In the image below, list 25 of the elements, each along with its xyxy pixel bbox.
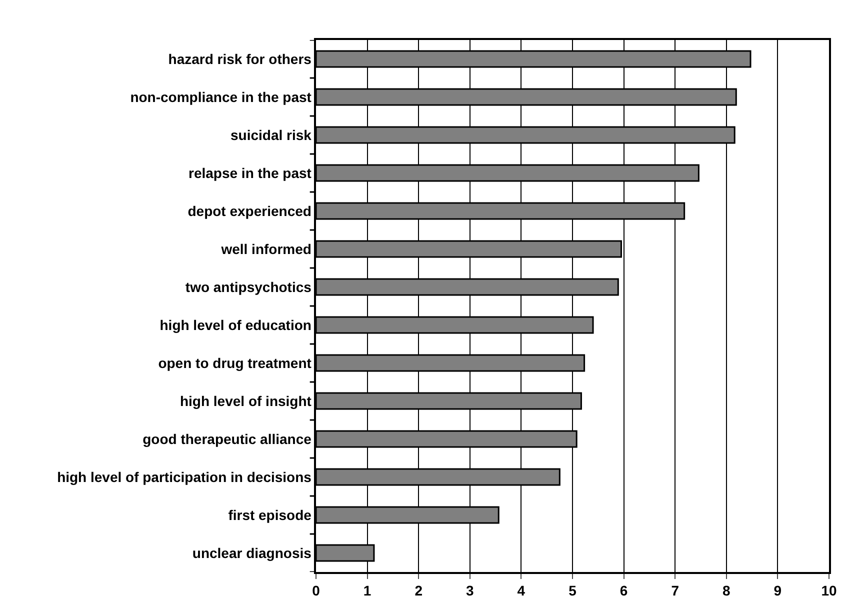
y-tick-label: high level of insight [180,392,312,409]
y-tick-label: non-compliance in the past [130,88,312,105]
y-tick-label: open to drug treatment [158,354,312,371]
x-tick-label: 9 [774,582,782,599]
y-tick-label: relapse in the past [188,164,312,181]
x-tick-label: 0 [312,582,320,599]
x-tick-label: 4 [517,582,526,599]
y-tick-label: high level of education [160,316,312,333]
x-tick-label: 1 [363,582,372,599]
y-tick-label: good therapeutic alliance [142,430,312,447]
y-tick-label: hazard risk for others [168,50,312,67]
y-tick-label: first episode [228,506,312,523]
y-tick-label: high level of participation in decisions [57,468,312,485]
y-tick-label: depot experienced [188,202,312,219]
y-tick-label: two antipsychotics [185,278,312,295]
x-tick-label: 3 [466,582,474,599]
x-tick-label: 5 [568,582,577,599]
x-tick-label: 6 [620,582,628,599]
x-tick-label: 2 [414,582,423,599]
x-tick-label: 10 [821,582,837,599]
x-tick-label: 7 [671,582,680,599]
y-tick-label: suicidal risk [230,126,312,143]
x-tick-label: 8 [722,582,730,599]
y-tick-label: well informed [220,240,312,257]
y-tick-label: unclear diagnosis [192,544,312,561]
